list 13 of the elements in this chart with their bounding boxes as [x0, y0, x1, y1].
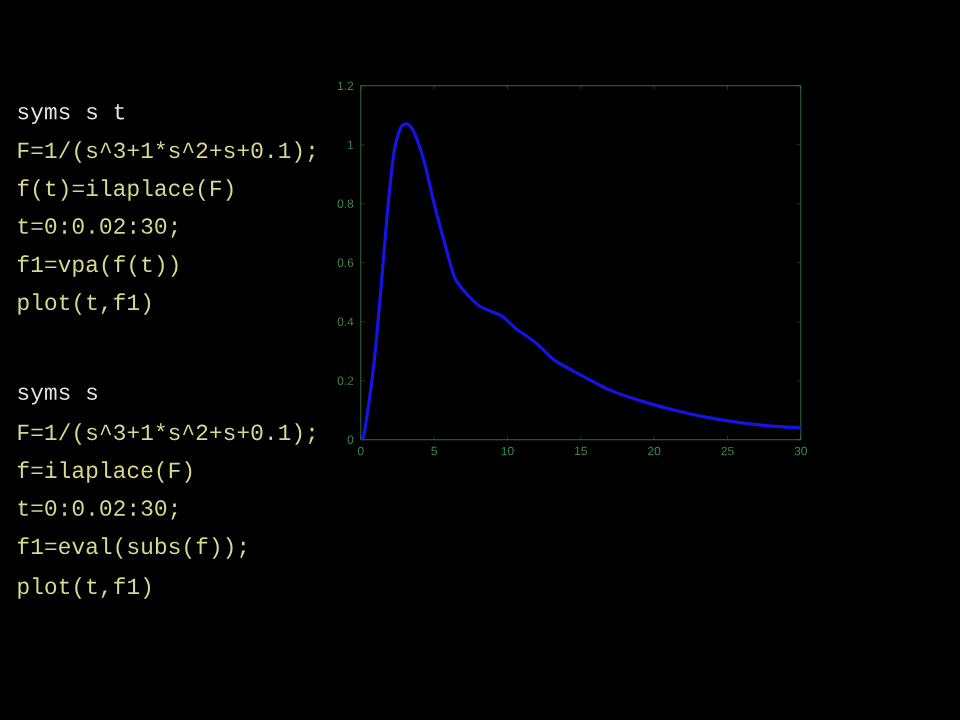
text: t=0:0.02:30; [18, 218, 177, 238]
line-series [360, 122, 801, 440]
text: f1=eval(subs(f)); [17, 537, 246, 559]
text: F=1/(s^3+1*s^2+s+0.1); [18, 423, 314, 445]
text: syms s [18, 387, 97, 405]
text: t=0:0.02:30; [18, 500, 177, 520]
text: F=1/(s^3+1*s^2+s+0.1); [18, 141, 314, 163]
text: plot(t,f1) [18, 293, 151, 315]
text: syms s t [18, 104, 125, 124]
text: plot(t,f1) [18, 577, 151, 599]
text: f(t)=ilaplace(F) [17, 179, 233, 201]
text: f1=vpa(f(t)) [17, 255, 178, 277]
text: f=ilaplace(F) [17, 461, 192, 483]
